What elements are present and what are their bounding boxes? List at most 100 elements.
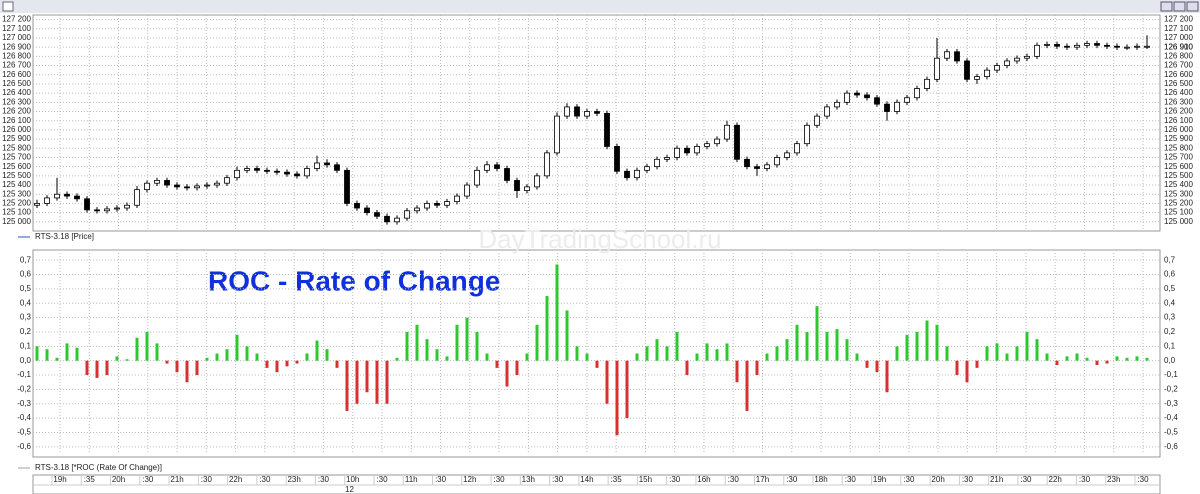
time-label: 23h	[287, 475, 300, 484]
roc-bar	[305, 353, 309, 361]
watermark: DayTradingSchool.ru	[478, 224, 721, 254]
close-button[interactable]	[1186, 1, 1199, 12]
candle-body	[604, 112, 610, 147]
candle-body	[584, 111, 590, 117]
y-tick-label-right: 0,4	[1164, 298, 1176, 307]
y-tick-label: 0,2	[20, 327, 32, 336]
roc-bar	[765, 353, 769, 361]
roc-bar	[115, 356, 119, 361]
candle-body	[544, 152, 550, 177]
y-tick-label-right: 125 400	[1164, 180, 1193, 189]
window-icon[interactable]	[2, 1, 14, 12]
candle-body	[574, 106, 580, 117]
time-label: 22h	[229, 475, 242, 484]
time-label: :30	[845, 475, 857, 484]
y-tick-label-right: 0,2	[1164, 327, 1176, 336]
roc-bar	[55, 357, 59, 361]
roc-bar	[855, 353, 859, 361]
roc-bar	[105, 360, 109, 376]
candle-body	[154, 180, 160, 184]
time-label: :30	[903, 475, 915, 484]
roc-bar	[755, 360, 759, 376]
minimize-button[interactable]	[1160, 1, 1173, 12]
candle-body	[1084, 43, 1090, 46]
candle-body	[364, 207, 370, 214]
roc-pane	[32, 249, 1161, 458]
candle-body	[874, 97, 880, 105]
candle-body	[534, 175, 540, 188]
y-tick-label: 0,1	[20, 341, 32, 350]
time-label: 18h	[814, 475, 827, 484]
y-tick-label: 127 100	[2, 24, 31, 33]
candle-body	[464, 184, 470, 197]
y-tick-label: 126 700	[2, 61, 31, 70]
candle-body	[124, 204, 130, 209]
time-label: :30	[1020, 475, 1032, 484]
time-label: 23h	[1107, 475, 1120, 484]
candle-body	[684, 147, 690, 154]
time-label: 12h	[463, 475, 476, 484]
candle-body	[164, 180, 170, 186]
candle-body	[344, 169, 350, 204]
roc-bar	[1045, 353, 1049, 361]
roc-bar	[195, 360, 199, 376]
candle-body	[494, 164, 500, 169]
y-tick-label: 125 900	[2, 134, 31, 143]
y-tick-label: 125 400	[2, 180, 31, 189]
y-tick-label: 0,6	[20, 270, 32, 279]
time-label: 15h	[639, 475, 652, 484]
roc-bar	[505, 360, 509, 387]
candle-body	[84, 198, 90, 211]
candle-body	[704, 143, 710, 147]
y-tick-label: 0,3	[20, 313, 32, 322]
time-label: 17h	[756, 475, 769, 484]
y-tick-label-right: 125 500	[1164, 171, 1193, 180]
roc-bar	[1145, 357, 1149, 361]
y-tick-label-right: 125 300	[1164, 189, 1193, 198]
candle-body	[644, 166, 650, 171]
time-label: :30	[1137, 475, 1149, 484]
y-tick-label: -0,6	[17, 442, 31, 451]
candle-body	[324, 162, 330, 166]
roc-bar	[655, 339, 659, 361]
candle-body	[304, 168, 310, 177]
candle-body	[804, 124, 810, 145]
candle-body	[964, 60, 970, 80]
maximize-button[interactable]	[1173, 1, 1186, 12]
candle-body	[244, 168, 250, 171]
roc-bar	[255, 353, 259, 361]
roc-bar	[485, 353, 489, 361]
time-label: :30	[1079, 475, 1091, 484]
roc-bar	[1115, 356, 1119, 361]
y-tick-label: 0,4	[20, 298, 32, 307]
last-price-label: 126 910	[1164, 42, 1193, 51]
candle-body	[1104, 44, 1110, 47]
time-label: :30	[201, 475, 213, 484]
roc-bar	[895, 346, 899, 361]
candle-body	[404, 210, 410, 219]
candle-body	[944, 51, 950, 59]
candle-body	[984, 69, 990, 77]
candle-body	[64, 193, 70, 197]
time-label: 19h	[873, 475, 886, 484]
candle-body	[844, 92, 850, 103]
time-label: :30	[669, 475, 681, 484]
roc-bar	[1125, 357, 1129, 361]
roc-bar	[325, 349, 329, 361]
time-label: 11h	[405, 475, 418, 484]
y-tick-label-right: 0,7	[1164, 255, 1176, 264]
candle-body	[314, 162, 320, 169]
y-tick-label: 125 000	[2, 217, 31, 226]
candle-body	[1114, 45, 1120, 48]
y-tick-label: 0,5	[20, 284, 32, 293]
time-label: 16h	[697, 475, 710, 484]
title-bar	[0, 0, 1200, 13]
candle-body	[444, 201, 450, 206]
roc-bar	[1065, 356, 1069, 361]
time-label: :30	[259, 475, 271, 484]
candle-body	[524, 186, 530, 191]
y-tick-label: 125 600	[2, 162, 31, 171]
time-label: 13h	[522, 475, 535, 484]
roc-bar	[65, 343, 69, 361]
candle-body	[174, 184, 180, 188]
